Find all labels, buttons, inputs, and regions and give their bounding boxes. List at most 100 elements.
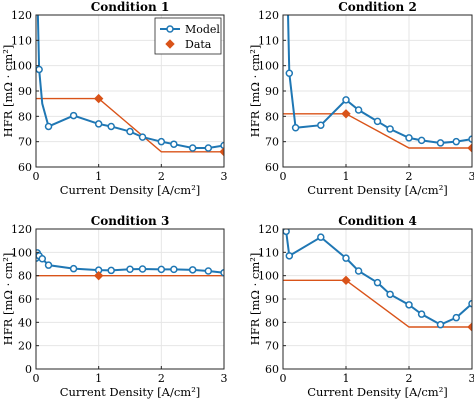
- y-tick-label: 120: [258, 9, 279, 22]
- model-point: [354, 267, 363, 275]
- model-point: [373, 278, 382, 287]
- chart-title: Condition 1: [91, 0, 170, 14]
- model-point: [36, 65, 43, 74]
- x-axis-label: Current Density [A/cm²]: [60, 183, 201, 197]
- y-tick-label: 100: [258, 60, 279, 73]
- x-tick-label: 1: [343, 170, 350, 183]
- chart-panel-2: 0 1 2 3 60 70 80 90 100 110 120 Condition 2 Current …: [248, 0, 474, 197]
- y-tick-label: 90: [18, 85, 32, 98]
- x-tick-label: 0: [33, 170, 40, 183]
- y-tick-label: 70: [265, 340, 279, 353]
- x-tick-label: 2: [158, 372, 165, 385]
- y-tick-label: 0: [25, 363, 32, 376]
- y-tick-label: 60: [18, 293, 32, 306]
- model-point: [452, 137, 460, 146]
- model-point: [452, 313, 460, 322]
- data-reference-line: [283, 279, 472, 328]
- y-tick-label: 100: [11, 246, 32, 259]
- model-point: [126, 265, 134, 273]
- x-tick-label: 2: [406, 170, 413, 183]
- y-tick-label: 60: [18, 161, 32, 174]
- x-tick-label: 1: [95, 170, 102, 183]
- y-tick-label: 110: [258, 34, 279, 47]
- plot-area: [36, 249, 224, 281]
- model-point: [220, 269, 224, 277]
- y-tick-label: 60: [265, 363, 279, 376]
- x-tick-label: 0: [33, 372, 40, 385]
- y-tick-label: 120: [258, 223, 279, 236]
- model-point: [317, 121, 325, 129]
- model-point: [436, 320, 445, 329]
- model-point: [373, 117, 382, 126]
- chart-panel-3: 0 1 2 3 0 20 40 60 80 100 120 Condition 3 Current De…: [1, 214, 228, 399]
- x-tick-label: 2: [406, 372, 413, 385]
- y-tick-label: 60: [265, 161, 279, 174]
- chart-title: Condition 4: [338, 214, 417, 228]
- model-point: [44, 122, 53, 131]
- plot-area: [283, 229, 472, 332]
- data-reference-line: [36, 97, 224, 153]
- x-tick-label: 2: [158, 170, 165, 183]
- model-point: [342, 254, 350, 262]
- model-point: [417, 310, 426, 318]
- y-tick-label: 120: [11, 9, 32, 22]
- model-point: [126, 127, 134, 136]
- model-point: [204, 267, 213, 275]
- legend-model-marker: [166, 25, 174, 33]
- model-point: [94, 120, 103, 128]
- x-tick-label: 0: [280, 372, 287, 385]
- chart-panel-1: 0 1 2 3 60 70 80 90 100 110 120 Condition 1 Current …: [1, 0, 228, 197]
- y-axis-label: HFR [mΩ · cm²]: [1, 253, 15, 346]
- model-point: [188, 144, 197, 152]
- model-point: [157, 265, 166, 274]
- data-point: [341, 275, 351, 286]
- model-point: [170, 265, 178, 274]
- y-tick-label: 110: [258, 246, 279, 259]
- data-point: [219, 147, 224, 157]
- x-tick-label: 3: [469, 170, 474, 183]
- y-tick-label: 90: [265, 85, 279, 98]
- y-axis-label: HFR [mΩ · cm²]: [248, 45, 262, 138]
- data-reference-line: [283, 113, 472, 149]
- x-axis-label: Current Density [A/cm²]: [60, 385, 201, 399]
- legend-label-data: Data: [185, 38, 212, 51]
- chart-panel-4: 0 1 2 3 60 70 80 90 100 110 120 Condition 4 Current …: [248, 214, 474, 399]
- model-series-line: [285, 231, 472, 326]
- model-point: [405, 301, 413, 309]
- x-tick-label: 1: [95, 372, 102, 385]
- model-point: [342, 96, 350, 104]
- legend-data-marker: [165, 39, 175, 49]
- x-axis-label: Current Density [A/cm²]: [307, 183, 448, 197]
- data-point: [93, 270, 104, 281]
- legend-box: [154, 17, 222, 55]
- data-point: [467, 322, 472, 332]
- legend: Model Data: [154, 17, 222, 55]
- chart-title: Condition 2: [338, 0, 417, 14]
- model-point: [138, 133, 147, 141]
- x-axis-label: Current Density [A/cm²]: [307, 385, 448, 399]
- y-tick-label: 110: [11, 34, 32, 47]
- y-tick-label: 80: [265, 316, 279, 329]
- model-point: [317, 233, 325, 241]
- model-point: [107, 122, 115, 131]
- legend-label-model: Model: [185, 23, 220, 36]
- y-tick-label: 80: [18, 270, 32, 283]
- model-point: [157, 137, 166, 146]
- data-point: [341, 109, 351, 119]
- y-axis-label: HFR [mΩ · cm²]: [248, 253, 262, 346]
- model-point: [468, 299, 472, 308]
- model-point: [220, 141, 224, 150]
- x-tick-label: 3: [469, 372, 474, 385]
- model-point: [44, 261, 53, 269]
- y-tick-label: 70: [18, 136, 32, 149]
- x-tick-label: 0: [280, 170, 287, 183]
- x-tick-label: 1: [343, 372, 350, 385]
- model-point: [417, 136, 426, 145]
- chart-title: Condition 3: [91, 214, 170, 228]
- model-point: [386, 290, 394, 299]
- data-point: [93, 93, 104, 104]
- model-point: [204, 144, 213, 152]
- model-point: [436, 139, 445, 147]
- model-point: [69, 111, 78, 120]
- y-tick-label: 80: [18, 110, 32, 123]
